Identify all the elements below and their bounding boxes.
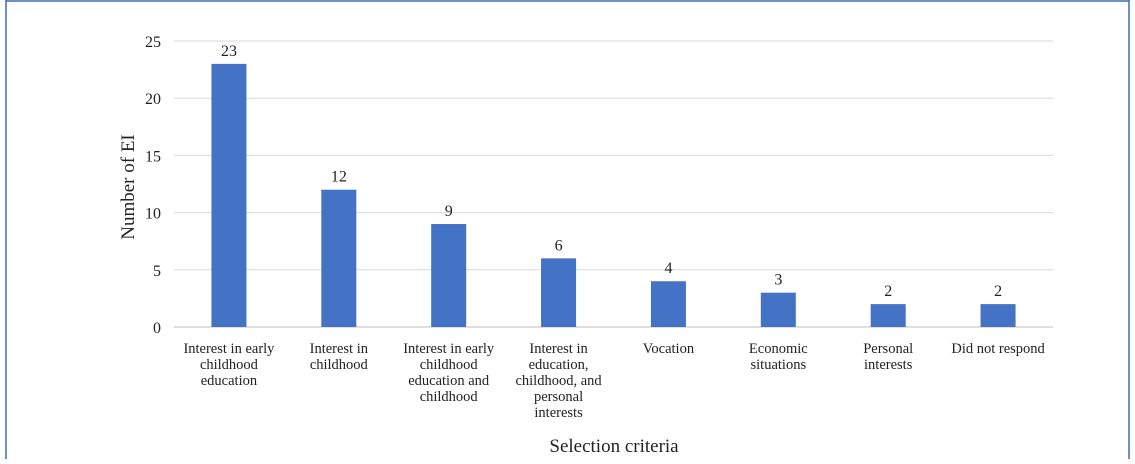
bar [761, 293, 796, 327]
category-label: Personal interests [863, 341, 913, 373]
data-label: 2 [884, 283, 892, 300]
bar [981, 304, 1016, 327]
y-tick-label: 5 [153, 263, 161, 280]
y-tick-label: 25 [145, 34, 161, 51]
data-label: 23 [221, 43, 237, 60]
y-tick-label: 20 [145, 91, 161, 108]
bar [431, 224, 466, 327]
category-labels: Interest in early childhood education Inter… [183, 341, 1045, 421]
y-axis-title: Number of EI [118, 134, 139, 240]
bar [541, 258, 576, 327]
bar [871, 304, 906, 327]
bar [211, 64, 246, 327]
bar [321, 190, 356, 327]
y-tick-label: 15 [145, 148, 161, 165]
category-label: Economic situations [749, 341, 808, 373]
data-label: 3 [774, 272, 782, 289]
data-label: 6 [555, 237, 563, 254]
y-tick-label: 10 [145, 206, 161, 223]
gridlines [174, 41, 1053, 327]
data-label: 4 [664, 260, 672, 277]
y-tick-label: 0 [153, 320, 161, 337]
data-label: 9 [445, 203, 453, 220]
x-axis-title: Selection criteria [549, 436, 679, 457]
category-label: Did not respond [951, 341, 1045, 357]
category-label: Interest in early childhood education and c… [403, 341, 495, 405]
y-tick-labels: 0 5 10 15 20 25 [145, 34, 161, 337]
category-label: Interest in early childhood education [183, 341, 275, 389]
bars [211, 64, 1015, 327]
data-label: 12 [331, 169, 347, 186]
category-label: Interest in education, childhood, and perso… [515, 341, 602, 421]
data-label: 2 [994, 283, 1002, 300]
category-label: Interest in childhood [310, 341, 369, 373]
bar [651, 281, 686, 327]
category-label: Vocation [643, 341, 695, 357]
